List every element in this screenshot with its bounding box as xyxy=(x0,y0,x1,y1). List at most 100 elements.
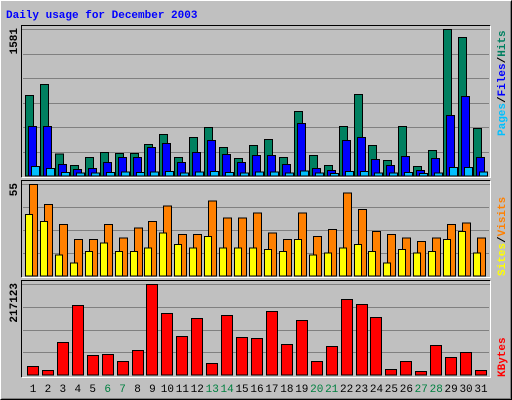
bar xyxy=(85,250,93,277)
bar xyxy=(146,284,158,376)
y-tick-label: 1581 xyxy=(9,28,21,55)
bar xyxy=(324,252,332,277)
bar xyxy=(255,171,264,177)
x-tick-label: 24 xyxy=(370,384,384,396)
bar xyxy=(370,317,382,376)
bar xyxy=(165,170,174,177)
bar xyxy=(150,171,159,177)
bar xyxy=(25,214,33,277)
frame xyxy=(21,280,491,378)
bar xyxy=(473,252,481,277)
bar xyxy=(383,262,391,277)
bar xyxy=(100,242,108,277)
x-tick-label: 5 xyxy=(89,384,96,396)
x-tick-label: 30 xyxy=(459,384,472,396)
x-tick-label: 14 xyxy=(221,384,235,396)
bar xyxy=(191,318,203,376)
legend: KBytes xyxy=(497,337,509,377)
x-tick-label: 26 xyxy=(400,384,413,396)
legend-entry: Pages xyxy=(497,103,509,136)
bar xyxy=(342,140,351,177)
bar xyxy=(61,171,70,177)
bar xyxy=(72,305,84,376)
x-tick-label: 17 xyxy=(265,384,278,396)
bar xyxy=(449,167,458,177)
bar xyxy=(415,371,427,376)
bar xyxy=(91,172,100,177)
x-tick-label: 9 xyxy=(149,384,156,396)
bar xyxy=(102,354,114,376)
bar xyxy=(195,171,204,177)
x-tick-label: 16 xyxy=(250,384,263,396)
bar xyxy=(294,239,302,277)
bar xyxy=(358,209,367,277)
x-tick-label: 15 xyxy=(235,384,248,396)
bar xyxy=(354,244,362,277)
bar xyxy=(159,232,167,277)
bar xyxy=(266,311,278,376)
bar xyxy=(42,369,54,376)
bar xyxy=(115,250,123,277)
bar xyxy=(270,171,279,177)
bar xyxy=(180,172,189,177)
bar xyxy=(31,165,40,177)
bar xyxy=(458,230,466,277)
x-tick-label: 6 xyxy=(104,384,111,396)
x-tick-label: 7 xyxy=(119,384,126,396)
bar xyxy=(279,250,287,277)
x-tick-label: 22 xyxy=(340,384,353,396)
bar xyxy=(240,172,249,177)
bar xyxy=(285,172,294,177)
bar xyxy=(106,171,115,177)
bar xyxy=(176,336,188,376)
bar xyxy=(300,170,309,177)
x-tick-label: 10 xyxy=(161,384,174,396)
bar xyxy=(297,123,306,177)
bar xyxy=(341,299,353,376)
bar xyxy=(234,247,242,277)
bar xyxy=(46,168,55,177)
legend-entry: Sites xyxy=(497,243,509,276)
bar xyxy=(368,250,376,277)
bar xyxy=(225,171,234,177)
x-tick-label: 23 xyxy=(355,384,368,396)
bar xyxy=(251,337,263,376)
x-tick-label: 11 xyxy=(176,384,190,396)
bar xyxy=(57,342,69,376)
y-tick-label: 217123 xyxy=(9,283,21,323)
legend-entry: Files xyxy=(497,63,509,96)
bar xyxy=(76,172,85,177)
bar xyxy=(281,343,293,376)
bar xyxy=(326,345,338,376)
bar xyxy=(445,356,457,376)
legend-separator: / xyxy=(497,56,509,63)
bar xyxy=(330,173,339,177)
bar xyxy=(87,355,99,376)
x-tick-label: 28 xyxy=(430,384,443,396)
bar xyxy=(343,192,352,277)
x-tick-label: 8 xyxy=(134,384,141,396)
legend-separator: / xyxy=(497,236,509,243)
x-tick-label: 4 xyxy=(74,384,81,396)
bar xyxy=(443,239,451,277)
bar xyxy=(446,115,455,177)
bar xyxy=(253,212,262,277)
bar xyxy=(249,247,257,277)
bar xyxy=(398,249,406,277)
bar xyxy=(461,96,470,177)
bar xyxy=(210,170,219,177)
x-tick-label: 20 xyxy=(310,384,323,396)
bar xyxy=(221,315,233,376)
bar xyxy=(236,336,248,376)
frame xyxy=(21,25,491,178)
bar xyxy=(219,247,227,277)
bar xyxy=(74,239,83,277)
bar xyxy=(204,235,212,277)
bar xyxy=(136,171,145,177)
bar xyxy=(419,173,428,177)
bar xyxy=(311,361,323,376)
bar xyxy=(296,320,308,376)
bar xyxy=(27,365,39,376)
legend: Sites/Visits xyxy=(497,197,509,276)
